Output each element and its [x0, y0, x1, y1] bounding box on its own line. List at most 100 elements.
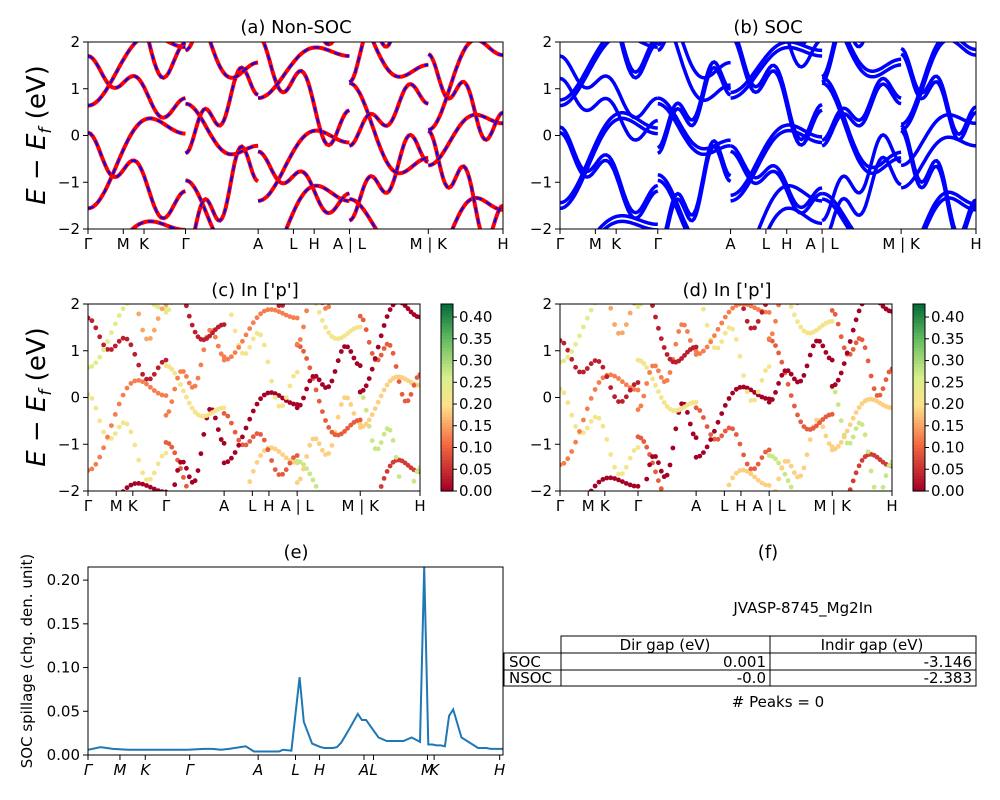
projection-point — [623, 382, 629, 388]
projection-point — [697, 408, 703, 413]
projection-point — [687, 338, 693, 343]
projection-point — [889, 366, 892, 372]
projection-point — [378, 393, 384, 399]
projection-point — [653, 314, 658, 320]
projection-point — [835, 377, 841, 383]
band-line — [730, 144, 823, 210]
header-indir-gap: Indir gap (eV) — [821, 636, 924, 654]
projection-point — [883, 377, 889, 383]
projection-point — [636, 297, 641, 302]
projection-point — [687, 421, 693, 427]
projection-point — [101, 429, 106, 435]
projection-point — [276, 449, 282, 454]
projection-point — [644, 381, 650, 386]
band-line — [560, 54, 659, 120]
projection-point — [653, 454, 658, 459]
projection-point — [766, 364, 772, 369]
colorbar-segment — [913, 394, 925, 399]
x-tick-label: M — [110, 497, 123, 515]
projection-point — [766, 336, 772, 341]
x-tick-label: M | K — [342, 497, 381, 515]
projection-point — [788, 463, 794, 469]
projection-point — [776, 381, 781, 386]
projection-point — [291, 401, 296, 407]
projection-point — [820, 343, 826, 349]
projection-point — [588, 361, 594, 367]
projection-point — [240, 434, 245, 440]
projection-point — [198, 451, 204, 457]
panel-a-y-ticks: −2 −1 0 1 2 — [58, 33, 88, 238]
projection-point — [192, 383, 198, 389]
projection-point — [159, 453, 165, 459]
projection-point — [348, 422, 354, 428]
projection-point — [730, 305, 735, 311]
projection-point — [144, 477, 149, 482]
projection-point — [782, 471, 788, 477]
projection-point — [620, 330, 625, 336]
projection-point — [390, 304, 396, 308]
projection-point — [755, 461, 761, 467]
projection-point — [807, 437, 813, 442]
projection-point — [748, 325, 754, 331]
band-line — [900, 135, 976, 190]
y-tick-label: 2 — [70, 295, 80, 313]
projection-point — [120, 392, 126, 398]
projection-point — [856, 463, 862, 469]
projection-point — [656, 368, 661, 374]
colorbar-segment — [913, 478, 925, 483]
projection-point — [189, 405, 195, 411]
projection-point — [338, 349, 344, 354]
projection-point — [254, 431, 260, 436]
projection-point — [112, 343, 118, 349]
projection-point — [693, 435, 699, 441]
projection-point — [847, 440, 853, 446]
projection-point — [291, 373, 296, 379]
projection-point — [101, 347, 106, 353]
band-line-dashed — [131, 220, 186, 229]
band-line — [657, 42, 664, 47]
projection-point — [151, 388, 157, 393]
colorbar-segment — [441, 363, 453, 367]
colorbar-segment — [441, 360, 453, 364]
projection-point — [877, 392, 883, 398]
projection-point — [829, 318, 835, 324]
x-tick-label: A | L — [753, 497, 787, 515]
projection-point — [381, 346, 387, 351]
projection-point — [569, 356, 575, 362]
projection-point — [297, 402, 303, 408]
projection-point — [136, 457, 142, 463]
projection-point — [817, 338, 822, 344]
projection-point — [175, 375, 181, 381]
band-line — [596, 214, 658, 229]
projection-point — [623, 464, 629, 470]
projection-point — [247, 344, 253, 350]
colorbar-segment — [913, 350, 925, 355]
projection-point — [853, 340, 859, 346]
projection-point — [366, 417, 372, 423]
projection-point — [647, 462, 652, 468]
band-line — [657, 96, 731, 151]
panel-b-curves — [560, 42, 976, 229]
projection-point — [726, 425, 732, 431]
band-line-dashed — [193, 145, 259, 229]
projection-point — [348, 402, 354, 407]
projection-point — [788, 371, 794, 377]
x-tick-label: L — [289, 235, 298, 253]
projection-point — [832, 311, 838, 317]
colorbar-segment — [441, 456, 453, 461]
projection-point — [128, 381, 134, 386]
projection-point — [163, 357, 169, 363]
projection-point — [378, 440, 384, 445]
projection-point — [345, 425, 350, 431]
projection-point — [175, 468, 181, 473]
colorbar-segment — [441, 344, 453, 349]
projection-point — [868, 468, 874, 474]
band-line — [620, 42, 655, 74]
band-line — [730, 42, 823, 95]
projection-point — [584, 425, 590, 431]
projection-point — [335, 358, 341, 364]
band-line — [657, 173, 691, 229]
projection-point — [722, 428, 728, 434]
projection-point — [748, 387, 754, 393]
